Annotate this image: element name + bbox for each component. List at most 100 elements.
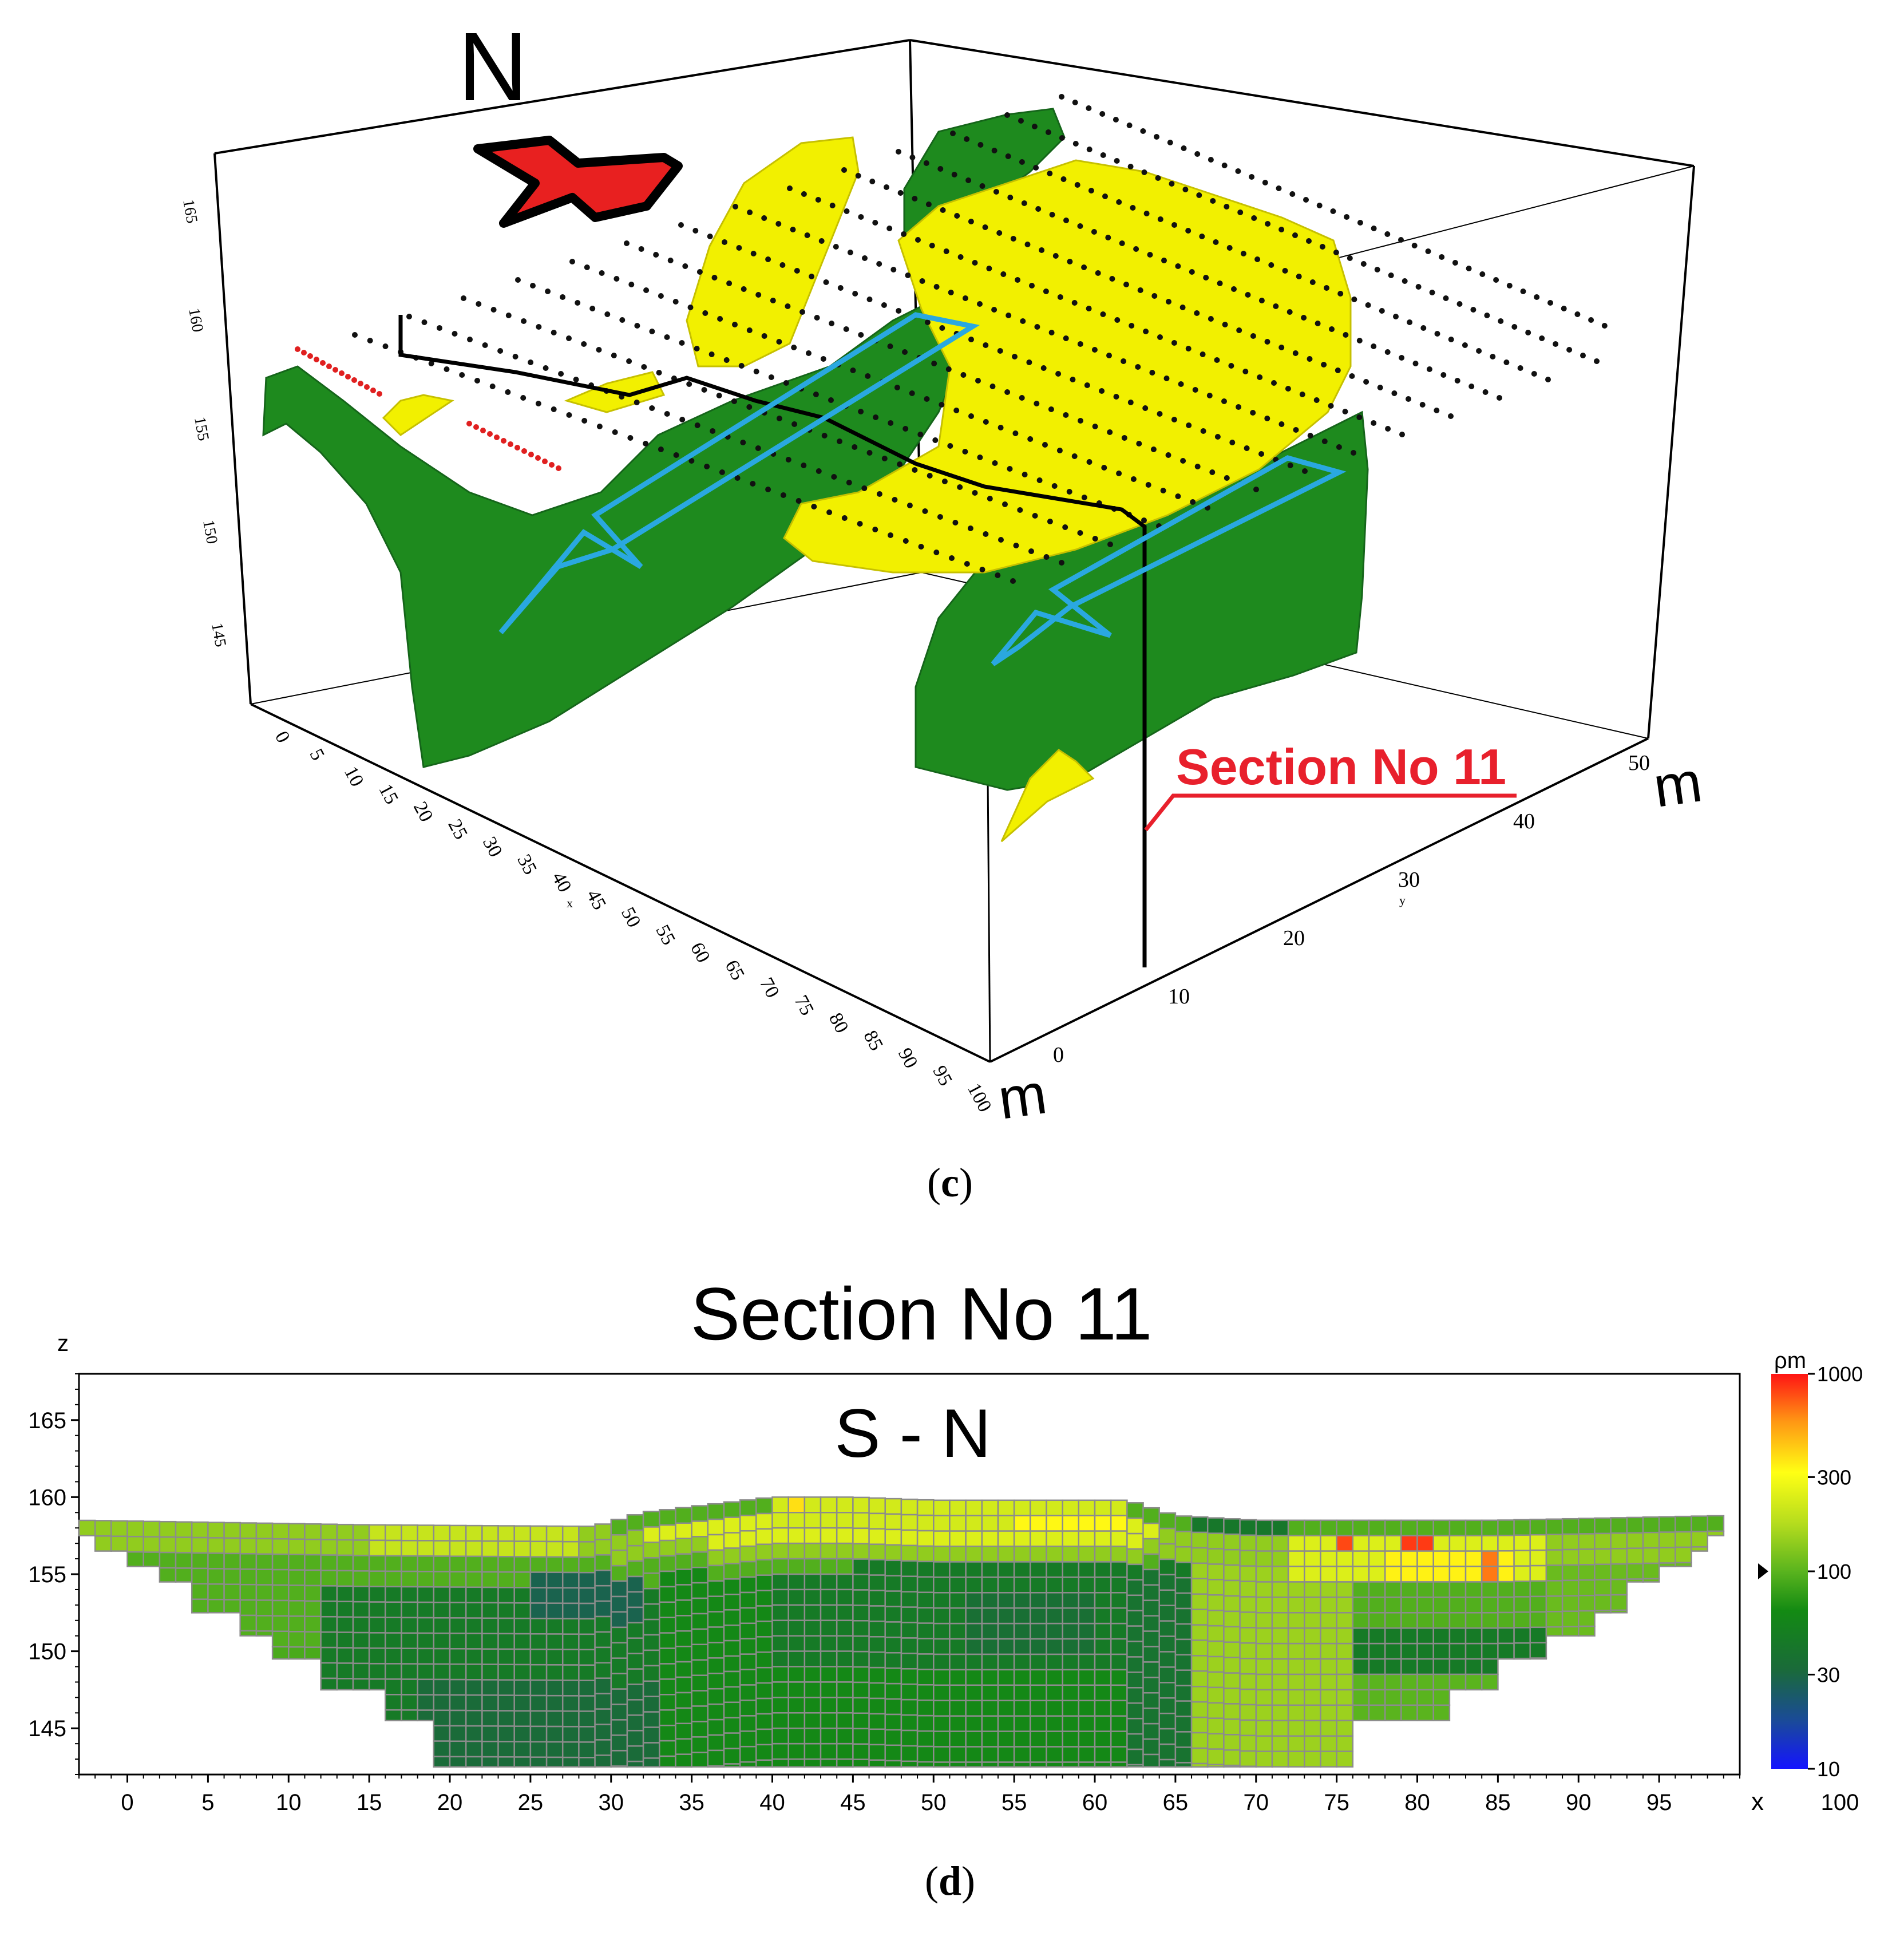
resistivity-cell — [336, 1554, 354, 1572]
profile-point — [1150, 446, 1157, 452]
resistivity-cell — [385, 1663, 402, 1680]
resistivity-cell — [578, 1726, 596, 1743]
resistivity-cell — [610, 1595, 628, 1613]
resistivity-cell — [481, 1555, 499, 1573]
resistivity-cell — [449, 1694, 467, 1712]
resistivity-cell — [497, 1556, 515, 1573]
profile-point — [907, 503, 913, 508]
resistivity-cell — [1046, 1499, 1063, 1516]
resistivity-cell — [191, 1521, 209, 1539]
resistivity-cell — [497, 1540, 515, 1558]
resistivity-cell — [868, 1636, 886, 1653]
resistivity-cell — [401, 1632, 418, 1649]
profile-point — [1244, 445, 1250, 451]
profile-point — [997, 348, 1003, 354]
resistivity-cell — [207, 1598, 225, 1614]
resistivity-cell — [1707, 1530, 1725, 1536]
profile-point — [679, 340, 685, 346]
profile-point — [1077, 530, 1083, 536]
resistivity-cell — [771, 1650, 789, 1667]
resistivity-cell — [401, 1694, 418, 1711]
resistivity-cell — [1158, 1605, 1177, 1622]
resistivity-cell — [1368, 1550, 1386, 1567]
profile-point — [979, 183, 985, 189]
resistivity-cell — [1046, 1730, 1063, 1748]
profile-point — [1040, 365, 1047, 371]
resistivity-cell — [465, 1633, 483, 1650]
resistivity-cell — [1384, 1612, 1402, 1629]
resistivity-cell — [868, 1697, 886, 1715]
resistivity-cell — [401, 1678, 418, 1696]
resistivity-cell — [255, 1584, 274, 1601]
resistivity-cell — [642, 1542, 660, 1559]
resistivity-cell — [707, 1765, 725, 1768]
resistivity-cell — [852, 1574, 870, 1591]
profile-point — [1160, 488, 1166, 493]
resistivity-cell — [352, 1586, 370, 1603]
resistivity-cell — [1190, 1639, 1209, 1657]
profile-point — [1371, 420, 1377, 426]
resistivity-cell — [997, 1715, 1015, 1732]
profile-point — [1443, 295, 1449, 301]
resistivity-cell — [626, 1560, 644, 1578]
profile-point — [528, 359, 534, 365]
profile-point — [575, 300, 581, 306]
resistivity-cell — [949, 1546, 967, 1563]
profile-point — [694, 346, 700, 351]
resistivity-cell — [1190, 1624, 1209, 1641]
resistivity-cell — [1497, 1627, 1515, 1645]
resistivity-cell — [1304, 1550, 1321, 1567]
profile-point — [1026, 359, 1032, 365]
resistivity-cell — [545, 1602, 564, 1619]
resistivity-cell — [1594, 1579, 1612, 1596]
resistivity-cell — [836, 1758, 854, 1768]
profile-point — [581, 341, 587, 347]
resistivity-cell — [1304, 1720, 1321, 1737]
resistivity-cell — [836, 1619, 854, 1637]
resistivity-cell — [513, 1571, 532, 1588]
resistivity-cell — [1416, 1566, 1434, 1583]
resistivity-cell — [1432, 1658, 1451, 1676]
resistivity-cell — [1304, 1689, 1321, 1706]
resistivity-cell — [1578, 1594, 1596, 1612]
resistivity-cell — [481, 1725, 499, 1742]
resistivity-cell — [1062, 1669, 1080, 1686]
profile-point — [1100, 311, 1106, 317]
profile-point — [1088, 188, 1094, 193]
profile-point — [664, 334, 670, 340]
profile-point — [459, 372, 465, 378]
profile-point — [957, 484, 963, 490]
profile-point — [1493, 277, 1499, 283]
resistivity-cell — [1545, 1595, 1563, 1613]
x-tick-label: 40 — [759, 1790, 785, 1815]
resistivity-cell — [417, 1524, 435, 1542]
profile-point — [1059, 135, 1065, 141]
resistivity-cell — [1497, 1535, 1515, 1552]
resistivity-cell — [513, 1710, 532, 1727]
profile-point — [1420, 325, 1427, 331]
resistivity-cell — [820, 1588, 838, 1606]
profile-point — [1141, 169, 1147, 175]
profile-point — [1235, 168, 1241, 174]
resistivity-cell — [271, 1523, 290, 1540]
resistivity-cell — [642, 1757, 660, 1768]
profile-point — [708, 351, 715, 357]
resistivity-cell — [223, 1599, 242, 1614]
profile-point — [1060, 176, 1067, 182]
z-tick-label: 165 — [179, 198, 201, 225]
resistivity-cell — [1610, 1548, 1628, 1565]
resistivity-cell — [1062, 1715, 1080, 1732]
y-tick-label: 20 — [1283, 926, 1305, 950]
resistivity-cell — [1142, 1599, 1160, 1617]
resistivity-cell — [529, 1633, 548, 1650]
resistivity-cell — [739, 1638, 757, 1655]
resistivity-cell — [561, 1602, 580, 1620]
resistivity-cell — [1158, 1574, 1177, 1591]
profile-point — [991, 148, 998, 153]
profile-point — [1017, 507, 1023, 513]
resistivity-cell — [1432, 1550, 1451, 1567]
resistivity-cell — [1046, 1622, 1063, 1640]
resistivity-cell — [1271, 1642, 1289, 1660]
profile-point — [939, 325, 945, 331]
